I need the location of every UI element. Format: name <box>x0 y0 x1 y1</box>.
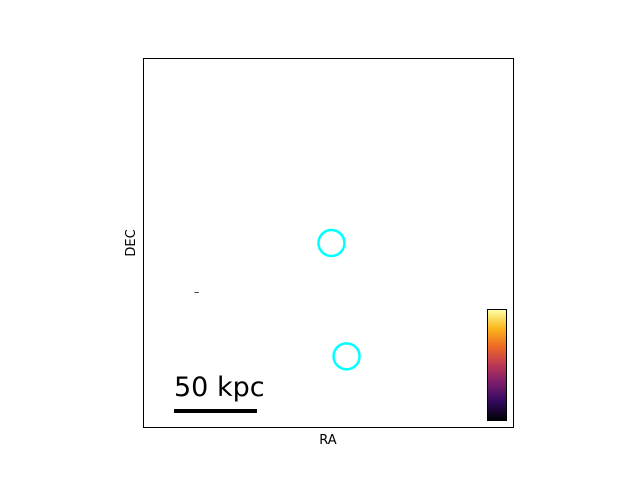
colorbar-gradient <box>488 310 506 420</box>
plot-area: – <box>143 58 514 428</box>
x-axis-label: RA <box>319 433 337 448</box>
annotation-layer: – <box>194 286 200 299</box>
scale-bar: 50 kpc <box>174 372 265 413</box>
source-marker-1 <box>317 228 346 258</box>
y-axis-label: DEC <box>124 229 139 256</box>
scale-bar-label: 50 kpc <box>174 372 265 403</box>
annotation-1: – <box>194 286 200 299</box>
colorbar-frame <box>487 309 507 421</box>
colorbar <box>487 309 507 421</box>
scale-bar-line <box>174 409 257 413</box>
axes-frame <box>143 58 514 428</box>
source-marker-2 <box>332 342 361 371</box>
marker-layer <box>317 228 361 371</box>
